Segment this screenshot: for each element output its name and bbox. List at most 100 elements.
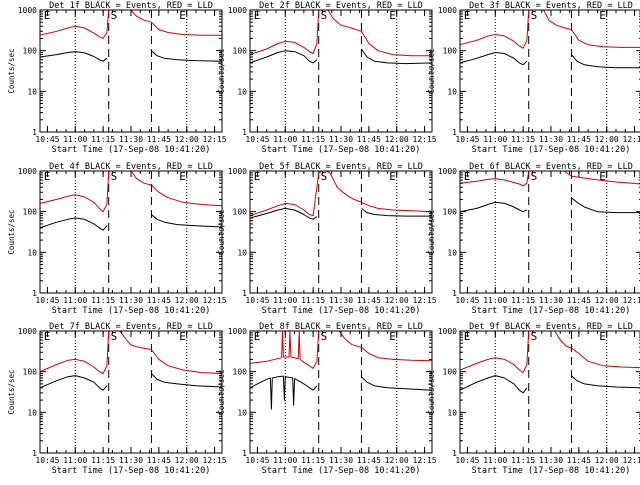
marker-label: E xyxy=(599,330,606,343)
events-series-line xyxy=(40,375,108,391)
x-tick-label: 12:00 xyxy=(595,296,619,305)
y-tick-label: 1 xyxy=(452,289,457,298)
y-tick-label: 100 xyxy=(233,208,248,217)
marker-label: E xyxy=(179,9,186,22)
marker-label: S xyxy=(321,9,328,22)
y-tick-label: 1000 xyxy=(18,327,37,336)
marker-label: S xyxy=(111,330,118,343)
x-tick-label: 11:15 xyxy=(91,296,115,305)
x-axis-label: Start Time (17-Sep-08 10:41:20) xyxy=(472,306,631,316)
series-group xyxy=(40,10,222,62)
lld-series-line xyxy=(250,171,432,217)
x-tick-label: 10:45 xyxy=(245,135,269,144)
marker-label: S xyxy=(531,9,538,22)
x-tick-label: 12:15 xyxy=(203,135,227,144)
x-tick-label: 11:30 xyxy=(119,296,143,305)
y-tick-label: 100 xyxy=(443,368,458,377)
x-tick-label: 10:45 xyxy=(35,296,59,305)
detector-plot-4: Det 4f BLACK = Events, RED = LLDESE11010… xyxy=(7,162,227,316)
detector-plot-2: Det 2f BLACK = Events, RED = LLDESE11010… xyxy=(217,1,437,155)
events-series-line xyxy=(361,376,432,391)
x-tick-label: 11:45 xyxy=(567,296,591,305)
series-group xyxy=(460,10,640,69)
x-tick-label: 11:45 xyxy=(147,456,171,465)
events-series-line xyxy=(360,48,432,65)
x-axis-label: Start Time (17-Sep-08 10:41:20) xyxy=(52,145,211,155)
marker-label: E xyxy=(179,170,186,183)
x-tick-label: 11:15 xyxy=(301,296,325,305)
x-tick-label: 12:15 xyxy=(623,296,640,305)
y-tick-label: 100 xyxy=(23,47,38,56)
y-tick-label: 10 xyxy=(27,408,37,417)
x-tick-label: 10:45 xyxy=(35,135,59,144)
x-tick-label: 12:15 xyxy=(413,135,437,144)
y-tick-label: 100 xyxy=(233,368,248,377)
x-tick-label: 12:00 xyxy=(595,456,619,465)
y-tick-label: 1000 xyxy=(438,6,457,15)
plot-frame xyxy=(249,9,433,133)
lld-series-line xyxy=(543,10,640,48)
lld-series-line xyxy=(40,10,110,39)
x-tick-label: 10:45 xyxy=(455,456,479,465)
lld-series-line xyxy=(563,171,640,185)
detector-plot-7: Det 7f BLACK = Events, RED = LLDESE11010… xyxy=(7,322,227,476)
x-tick-label: 12:00 xyxy=(175,456,199,465)
x-tick-label: 12:00 xyxy=(385,296,409,305)
y-tick-label: 1 xyxy=(242,128,247,137)
y-tick-label: 100 xyxy=(23,208,38,217)
events-series-line xyxy=(40,217,108,231)
x-tick-label: 11:30 xyxy=(119,135,143,144)
x-tick-label: 10:45 xyxy=(35,456,59,465)
detector-plot-8: Det 8f BLACK = Events, RED = LLDESE11010… xyxy=(217,322,437,476)
x-tick-label: 11:30 xyxy=(329,135,353,144)
y-tick-label: 10 xyxy=(447,87,457,96)
y-tick-label: 10 xyxy=(27,87,37,96)
y-tick-label: 10 xyxy=(447,248,457,257)
x-tick-label: 12:00 xyxy=(175,296,199,305)
events-series-line xyxy=(250,375,318,410)
lld-series-line xyxy=(327,10,432,57)
events-series-line xyxy=(250,207,318,220)
y-tick-label: 1000 xyxy=(228,327,247,336)
events-series-line xyxy=(151,214,222,228)
x-axis-label: Start Time (17-Sep-08 10:41:20) xyxy=(472,145,631,155)
x-tick-label: 12:00 xyxy=(175,135,199,144)
y-tick-label: 1000 xyxy=(18,167,37,176)
lld-series-line xyxy=(460,171,530,187)
marker-label: S xyxy=(111,170,118,183)
x-tick-label: 11:00 xyxy=(273,296,297,305)
marker-label: S xyxy=(321,170,328,183)
y-axis-label: Counts/sec xyxy=(217,369,226,414)
y-tick-label: 100 xyxy=(233,47,248,56)
lld-series-line xyxy=(119,331,222,374)
y-tick-label: 1 xyxy=(452,449,457,458)
series-group xyxy=(250,10,432,65)
y-tick-label: 1000 xyxy=(18,6,37,15)
x-tick-label: 11:00 xyxy=(273,135,297,144)
y-axis-label: Counts/sec xyxy=(217,48,226,93)
events-series-line xyxy=(151,50,222,62)
x-tick-label: 12:00 xyxy=(385,456,409,465)
detector-plot-1: Det 1f BLACK = Events, RED = LLDESE11010… xyxy=(7,1,227,155)
x-tick-label: 10:45 xyxy=(245,456,269,465)
plot-frame xyxy=(39,170,223,294)
x-tick-label: 12:15 xyxy=(623,456,640,465)
y-tick-label: 100 xyxy=(443,47,458,56)
plot-title: Det 3f BLACK = Events, RED = LLD xyxy=(469,1,633,11)
lld-series-line xyxy=(250,10,320,56)
events-series-line xyxy=(571,54,640,69)
x-tick-label: 11:15 xyxy=(301,456,325,465)
y-tick-label: 1 xyxy=(32,449,37,458)
x-tick-label: 11:45 xyxy=(357,456,381,465)
events-series-line xyxy=(460,52,528,66)
plot-frame xyxy=(249,170,433,294)
plot-title: Det 4f BLACK = Events, RED = LLD xyxy=(49,162,213,172)
marker-label: E xyxy=(389,330,396,343)
x-axis-label: Start Time (17-Sep-08 10:41:20) xyxy=(262,306,421,316)
plot-frame xyxy=(249,330,433,454)
plot-title: Det 8f BLACK = Events, RED = LLD xyxy=(259,322,423,332)
x-tick-label: 12:00 xyxy=(595,135,619,144)
plot-title: Det 7f BLACK = Events, RED = LLD xyxy=(49,322,213,332)
